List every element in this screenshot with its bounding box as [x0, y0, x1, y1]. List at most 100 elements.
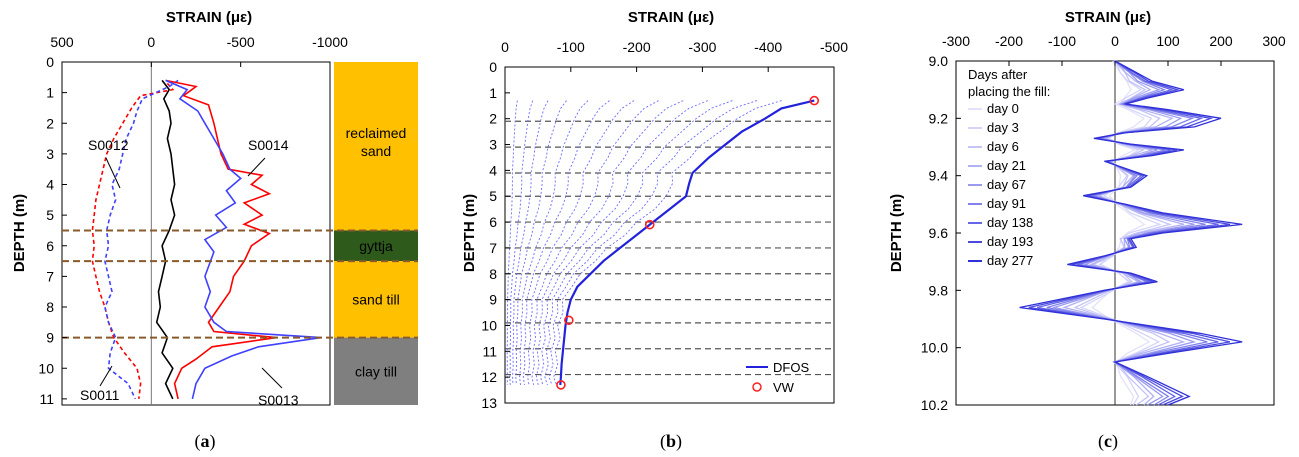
panel-a-xtick-2: -500	[227, 34, 255, 50]
panel-b-ytick-4: 4	[489, 162, 497, 178]
panel-a-ytick-7: 7	[46, 268, 54, 284]
panel-b-legend: DFOS VW	[746, 360, 809, 395]
legend-vw-marker	[752, 382, 762, 392]
panel-b-xtick-5: -500	[820, 39, 848, 55]
dfos-reading-9	[540, 100, 708, 386]
profile-day-91	[1046, 60, 1208, 406]
dfos-reading-0	[506, 100, 518, 385]
panel-a-xtick-3: -1000	[312, 34, 348, 50]
panel-b-dashed-lines	[505, 120, 834, 376]
soil-layer-1	[334, 230, 418, 262]
panel-a-frame	[61, 61, 331, 406]
series-s0013	[165, 79, 322, 400]
panel-a-ytick-4: 4	[46, 177, 54, 193]
panel-c-xtick-0: -300	[942, 33, 970, 49]
legend-item-day-67: day 67	[987, 177, 1026, 192]
soil-layer-label-2: sand till	[352, 291, 399, 307]
label-s0014: S0014	[248, 137, 289, 153]
panel-a-ytick-11: 11	[39, 391, 54, 407]
legend-item-day-277: day 277	[987, 253, 1033, 268]
panel-c-caption: (c)	[1098, 431, 1118, 452]
vw-point-0	[809, 95, 820, 106]
profile-day-138	[1037, 60, 1219, 406]
panel-c-ytick-3: 9.6	[929, 225, 949, 241]
series-s0014	[165, 79, 277, 400]
label-s0011: S0011	[80, 387, 120, 403]
profile-day-0	[1091, 60, 1151, 406]
dfos-envelope	[559, 99, 815, 385]
dfos-reading-8	[535, 100, 684, 386]
panel-a-series	[62, 62, 418, 405]
panel-b-ytick-6: 6	[489, 214, 497, 230]
panel-a-x-axis-title: STRAIN (με)	[166, 9, 252, 26]
legend-item-day-193: day 193	[987, 234, 1033, 249]
panel-b-ytick-5: 5	[489, 188, 497, 204]
panel-a-ytick-0: 0	[46, 54, 54, 70]
panel-a-ytick-10: 10	[38, 360, 54, 376]
panel-a-caption: (a)	[195, 431, 216, 452]
soil-layer-0	[334, 62, 418, 231]
panel-a-ytick-3: 3	[46, 146, 54, 162]
panel-a-plot-area	[61, 61, 331, 406]
vw-point-2	[564, 315, 574, 326]
arrow-s0014	[247, 157, 266, 177]
panel-b-ytick-1: 1	[489, 85, 497, 101]
profile-day-3	[1079, 60, 1162, 406]
panel-a-axes: 500 0 -500 -1000 0 1 2 3 4 5 6 7 8 9 10 11	[38, 34, 348, 407]
vw-point-1	[644, 219, 655, 230]
panel-c-axes: -300 -200 -100 0 100 200 300 9.0 9.2 9.4 9.6 9.8 10.…	[921, 33, 1286, 413]
panel-c-xtick-3: 0	[1111, 33, 1119, 49]
panel-a-ytick-1: 1	[46, 85, 54, 101]
panel-b: STRAIN (με) DEPTH (m) 0 -100 -200 -300 -400 -…	[461, 9, 848, 452]
arrow-s0013	[261, 367, 283, 389]
panel-a-y-axis-title: DEPTH (m)	[11, 194, 28, 272]
panel-c-ytick-5: 10.0	[921, 340, 948, 356]
panel-a-ytick-2: 2	[46, 115, 54, 131]
panel-b-series	[506, 95, 820, 390]
dfos-reading-11	[548, 100, 758, 386]
panel-b-ytick-11: 11	[482, 343, 497, 359]
panel-a-ytick-8: 8	[46, 299, 54, 315]
panel-c-ytick-6: 10.2	[921, 397, 948, 413]
panel-b-caption: (b)	[660, 431, 682, 452]
panel-b-ytick-0: 0	[489, 59, 497, 75]
panel-c-ytick-0: 9.0	[929, 53, 949, 69]
panel-c-xtick-4: 100	[1156, 33, 1180, 49]
panel-b-ytick-10: 10	[481, 317, 497, 333]
panel-c-xtick-5: 200	[1209, 33, 1233, 49]
panel-c-xtick-2: -100	[1048, 33, 1076, 49]
panel-c: STRAIN (με) DEPTH (m) -300 -200 -100 0 100 20…	[888, 9, 1286, 452]
panel-b-ytick-8: 8	[489, 266, 497, 282]
legend-dfos: DFOS	[773, 360, 809, 375]
panel-c-ytick-1: 9.2	[929, 110, 949, 126]
panel-b-frame	[504, 66, 835, 404]
panel-b-ytick-9: 9	[489, 292, 497, 308]
legend-item-day-91: day 91	[987, 196, 1026, 211]
panel-c-y-axis-title: DEPTH (m)	[888, 194, 905, 272]
panel-a-ytick-9: 9	[46, 330, 54, 346]
legend-vw: VW	[773, 380, 795, 395]
label-s0012: S0012	[88, 137, 129, 153]
soil-layer-label-3: clay till	[355, 363, 397, 379]
panel-b-xtick-4: -400	[754, 39, 782, 55]
panel-b-ytick-7: 7	[489, 240, 497, 256]
dfos-reading-1	[509, 100, 534, 385]
dfos-reading-5	[522, 100, 610, 385]
panel-b-ytick-2: 2	[489, 111, 497, 127]
soil-layer-label-1: gyttja	[359, 238, 393, 254]
panel-a: STRAIN (με) DEPTH (m) reclaimed sand gyttj…	[11, 9, 418, 452]
vw-point-3	[556, 380, 566, 390]
panel-c-ytick-4: 9.8	[929, 282, 949, 298]
series-s0011	[104, 79, 179, 400]
legend-item-day-21: day 21	[987, 158, 1026, 173]
panel-c-series	[1019, 60, 1243, 406]
legend-title-line1: Days after	[968, 67, 1028, 82]
panel-a-ytick-5: 5	[46, 207, 54, 223]
soil-layer-label-0-b: sand	[361, 143, 391, 159]
dfos-reading-6	[527, 100, 635, 385]
profile-day-67	[1051, 60, 1197, 406]
legend-item-day-6: day 6	[987, 139, 1019, 154]
panel-b-xtick-1: -100	[557, 39, 585, 55]
panel-b-ytick-3: 3	[489, 137, 497, 153]
